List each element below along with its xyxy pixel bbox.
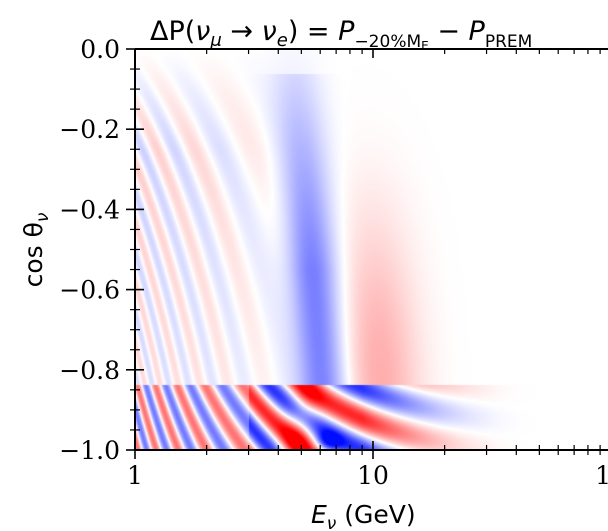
title-nu-e: ν [262, 16, 277, 47]
x-tick-label: 10 [357, 461, 389, 490]
x-tick-label: 10 [595, 461, 608, 490]
xlabel-main: E [311, 500, 327, 529]
y-axis-label: cos θν [19, 212, 53, 287]
y-tick-label: −0.2 [59, 115, 120, 144]
svg-text:cos θν: cos θν [19, 212, 53, 287]
title-mid: ) = [288, 16, 338, 47]
title-p1: P [338, 16, 355, 47]
x-tick-label: 1 [127, 461, 143, 490]
y-tick-label: −0.4 [59, 195, 120, 224]
title-e: e [277, 30, 288, 51]
title-p2: P [469, 16, 486, 47]
title-prefix: ΔP( [150, 16, 195, 47]
title-p1-subsub: E [421, 39, 429, 53]
xlabel-sub: ν [327, 514, 337, 531]
x-tick-labels: 1 10 10 [127, 461, 608, 490]
title-nu-mu: ν [195, 16, 210, 47]
title-p1-sub: −20%M [354, 32, 421, 52]
y-tick-label: 0.0 [80, 35, 120, 64]
title-arrow: → [222, 16, 262, 47]
y-tick-label: −1.0 [59, 436, 120, 465]
plot-area [135, 49, 608, 450]
title-minus: − [429, 16, 469, 47]
title-mu: μ [209, 30, 221, 51]
svg-text:ΔP(νμ → νe) = P−20%ME − PPREM: ΔP(νμ → νe) = P−20%ME − PPREM [150, 16, 532, 53]
svg-text:Eν (GeV): Eν (GeV) [311, 500, 416, 531]
ylabel-main: cos θ [19, 222, 48, 287]
y-tick-label: −0.6 [59, 276, 120, 305]
heatmap [135, 49, 608, 450]
ylabel-sub: ν [33, 212, 53, 222]
y-tick-labels: 0.0 −0.2 −0.4 −0.6 −0.8 −1.0 [59, 35, 120, 465]
title-p2-sub: PREM [485, 32, 532, 52]
chart-title: ΔP(νμ → νe) = P−20%ME − PPREM [150, 16, 532, 53]
y-tick-label: −0.8 [59, 356, 120, 385]
x-axis-label: Eν (GeV) [311, 500, 416, 531]
xlabel-unit: (GeV) [336, 500, 415, 529]
axis-ticks [126, 48, 601, 459]
